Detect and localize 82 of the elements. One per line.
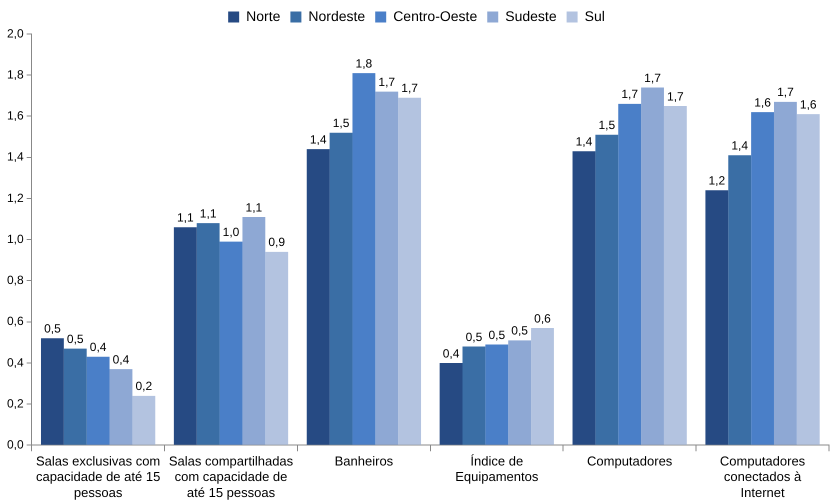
bar [508,340,532,445]
y-tick-label: 2,0 [6,26,24,40]
y-tick-label: 0,6 [6,314,24,328]
bar [40,338,64,445]
legend-label: Nordeste [308,8,366,24]
bar [485,344,508,445]
data-label: 0,6 [534,311,552,326]
y-tick-label: 0,4 [6,355,24,370]
bar [86,356,110,445]
x-tick-label: Banheiros [334,454,394,469]
data-label: 1,7 [401,81,418,96]
bar [572,151,596,445]
data-label: 0,5 [488,328,506,342]
bar [398,98,422,445]
y-tick-label: 1,6 [6,108,24,123]
bar [196,223,220,445]
bar [242,216,266,445]
legend-label: Sul [584,8,605,24]
bar [64,348,87,445]
bar [751,112,774,445]
x-tick-label: Índice de Equipamentos [455,454,539,484]
data-label: 1,4 [310,132,327,146]
y-tick-label: 1,8 [6,67,24,82]
data-label: 1,5 [598,118,616,132]
bar [618,104,642,445]
bar [531,328,554,445]
data-label: 1,6 [800,97,817,112]
bar [440,362,462,445]
data-label: 1,2 [708,174,726,188]
x-tick-label: Computadores [587,454,673,469]
y-tick-label: 0,8 [6,273,24,288]
data-label: 0,4 [90,340,107,354]
data-label: 1,4 [576,134,593,149]
bar [728,155,752,445]
data-label: 1,8 [356,56,373,70]
data-label: 1,7 [777,85,794,100]
y-tick-label: 1,0 [6,232,24,246]
data-label: 0,4 [112,352,130,366]
bar [462,346,486,445]
bar [641,87,664,445]
bar [306,149,330,445]
legend-label: Centro-Oeste [393,8,478,24]
bar [110,369,132,445]
data-label: 1,1 [246,200,263,214]
bar [774,102,797,445]
bar [330,132,352,445]
data-label: 1,6 [754,95,772,110]
data-label: 1,7 [667,89,684,104]
bar [265,252,288,445]
data-label: 0,5 [511,324,528,338]
bar [595,134,618,445]
bar [132,396,156,445]
data-label: 0,5 [466,330,483,344]
legend-label: Sudeste [505,8,557,24]
data-label: 0,5 [44,322,62,336]
y-tick-label: 1,2 [6,190,24,205]
data-label: 1,5 [332,116,350,130]
bar [352,73,376,445]
bar [220,242,242,445]
data-label: 1,7 [644,70,662,85]
y-tick-label: 1,4 [6,150,24,164]
data-label: 1,1 [176,210,194,225]
data-label: 1,7 [378,74,396,89]
x-tick-label: Salas compartilhadas com capacidade de até 15 pessoas [168,454,294,500]
bar [796,114,820,445]
y-tick-label: 0,0 [6,438,24,452]
data-label: 0,9 [268,235,286,250]
data-label: 0,2 [135,379,152,394]
data-label: 1,1 [200,206,217,220]
data-label: 0,4 [442,346,460,360]
bar [705,190,728,445]
data-label: 1,4 [731,138,748,153]
bar [375,92,398,445]
data-label: 1,7 [621,87,638,102]
y-tick-label: 0,2 [6,396,24,410]
x-tick-label: Salas exclusivas com capacidade de até 15 pessoas [36,454,160,500]
data-label: 1,0 [222,224,240,239]
legend-label: Norte [246,8,281,24]
x-tick-label: Computadores conectados à Internet [720,454,806,500]
bar [174,227,197,445]
bar [664,106,687,445]
data-label: 0,5 [66,332,84,346]
